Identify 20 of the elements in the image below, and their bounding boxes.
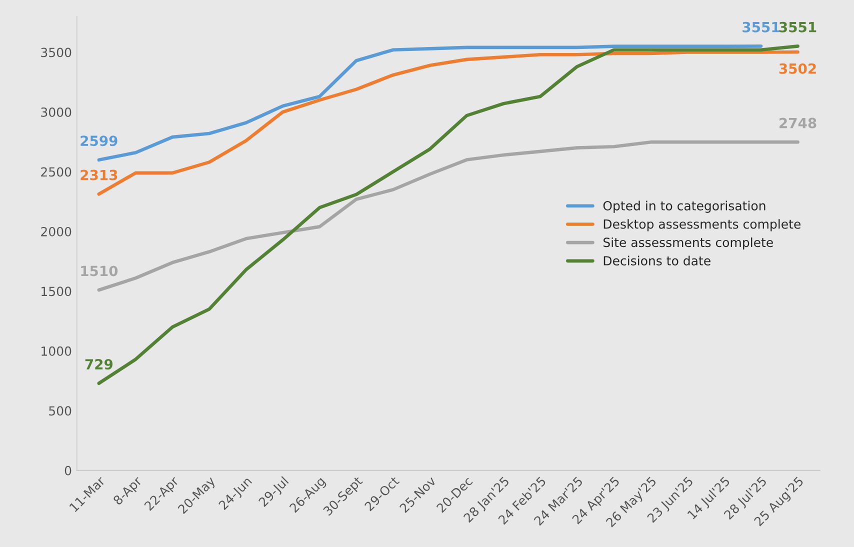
data-label: 2599 bbox=[80, 136, 118, 146]
y-tick-label: 3500 bbox=[41, 48, 72, 58]
y-tick-label: 2000 bbox=[41, 226, 72, 236]
legend-label: Opted in to categorisation bbox=[603, 200, 766, 213]
data-label: 2748 bbox=[780, 118, 816, 128]
y-tick-label: 3000 bbox=[41, 107, 72, 117]
data-label: 2313 bbox=[80, 170, 118, 180]
data-label: 3502 bbox=[779, 63, 816, 74]
data-label: 729 bbox=[85, 359, 113, 370]
y-tick-label: 2500 bbox=[41, 167, 72, 177]
data-label: 3551 bbox=[779, 22, 816, 32]
legend-label: Site assessments complete bbox=[604, 237, 773, 250]
legend-label: Decisions to date bbox=[604, 256, 710, 266]
y-tick-label: 500 bbox=[49, 406, 72, 416]
data-label: 3551 bbox=[742, 22, 780, 32]
legend-label: Desktop assessments complete bbox=[604, 219, 800, 232]
y-tick-label: 1500 bbox=[42, 286, 72, 296]
y-tick-label: 0 bbox=[64, 466, 72, 476]
y-tick-label: 1000 bbox=[42, 346, 72, 356]
data-label: 1510 bbox=[81, 266, 118, 276]
